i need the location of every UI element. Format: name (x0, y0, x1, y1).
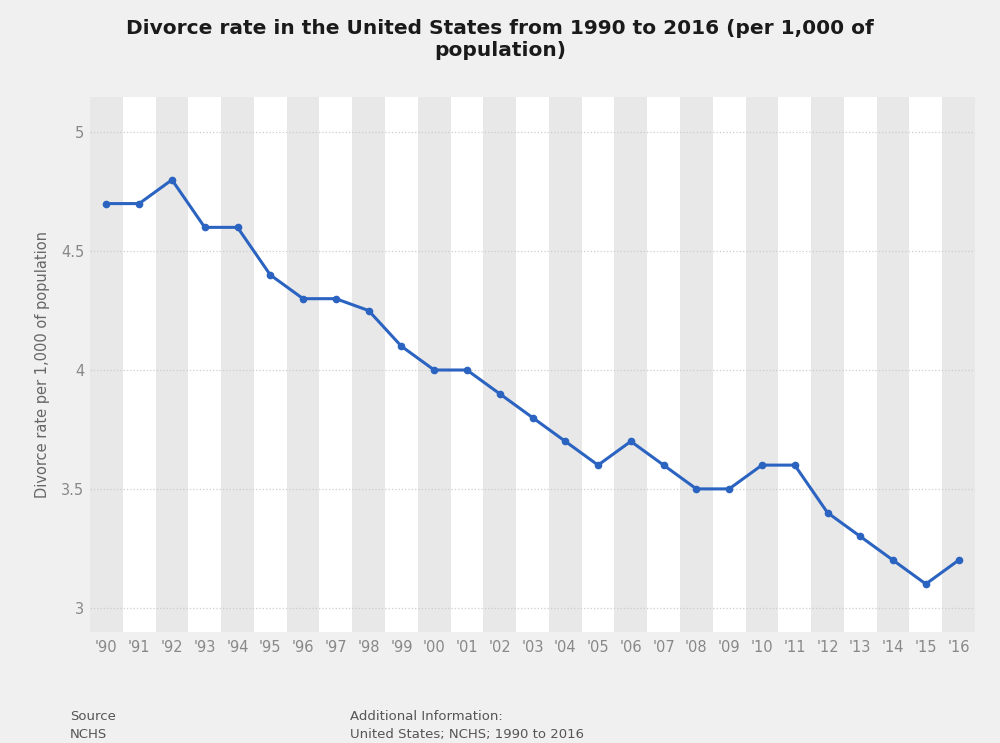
Bar (647, 97, 680, 632)
Bar (451, 97, 483, 632)
Bar (844, 97, 877, 632)
Bar (909, 97, 942, 632)
Bar (614, 97, 647, 632)
Bar (352, 97, 385, 632)
Text: Additional Information:
United States; NCHS; 1990 to 2016: Additional Information: United States; N… (350, 710, 584, 741)
Bar (156, 97, 188, 632)
Bar (123, 97, 156, 632)
Bar (418, 97, 451, 632)
Bar (680, 97, 713, 632)
Bar (221, 97, 254, 632)
Bar (713, 97, 746, 632)
Bar (319, 97, 352, 632)
Bar (582, 97, 614, 632)
Bar (942, 97, 975, 632)
Bar (549, 97, 582, 632)
Bar (287, 97, 319, 632)
Text: Divorce rate in the United States from 1990 to 2016 (per 1,000 of
population): Divorce rate in the United States from 1… (126, 19, 874, 59)
Bar (90, 97, 123, 632)
Bar (778, 97, 811, 632)
Bar (385, 97, 418, 632)
Bar (188, 97, 221, 632)
Bar (746, 97, 778, 632)
Bar (254, 97, 287, 632)
Bar (877, 97, 909, 632)
Bar (483, 97, 516, 632)
Y-axis label: Divorce rate per 1,000 of population: Divorce rate per 1,000 of population (35, 230, 50, 498)
Text: Source
NCHS
© Statista 2018: Source NCHS © Statista 2018 (70, 710, 177, 743)
Bar (811, 97, 844, 632)
Bar (516, 97, 549, 632)
